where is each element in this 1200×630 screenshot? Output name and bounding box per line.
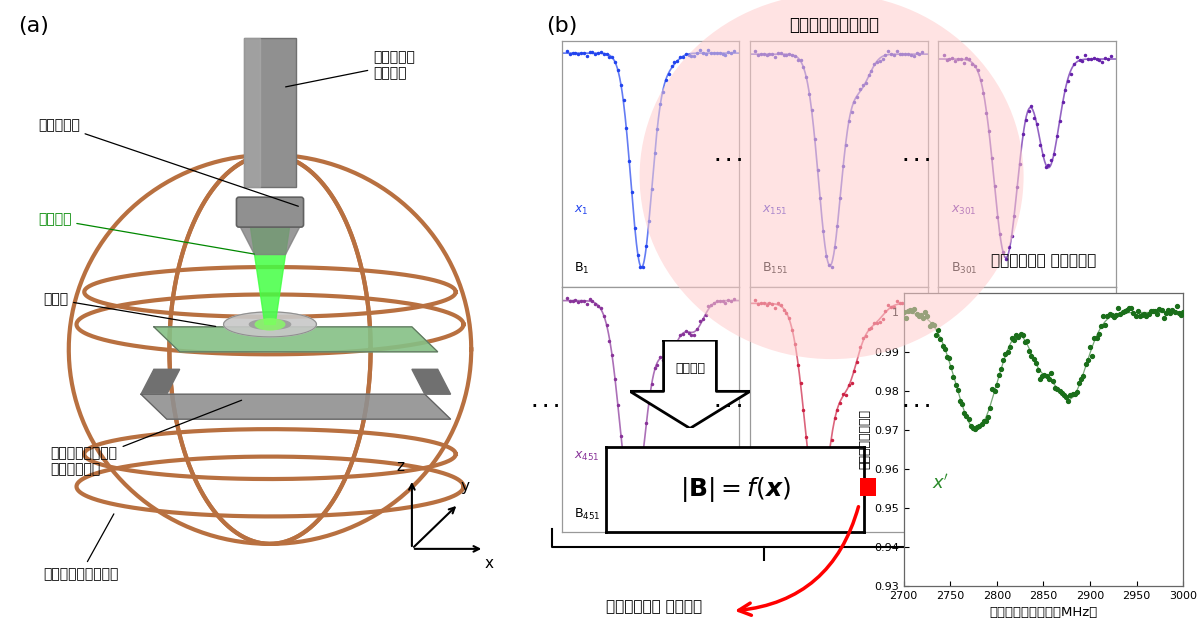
Polygon shape	[142, 369, 180, 394]
FancyArrowPatch shape	[739, 507, 858, 616]
Text: 機械学習: 機械学習	[674, 362, 706, 375]
Ellipse shape	[254, 318, 286, 331]
Y-axis label: 発光コントラスト: 発光コントラスト	[858, 410, 871, 469]
Text: $\mathrm{B}_{301}$: $\mathrm{B}_{301}$	[950, 261, 977, 276]
Text: 入力データ： スペクトル: 入力データ： スペクトル	[991, 253, 1097, 268]
Polygon shape	[142, 394, 451, 419]
X-axis label: マイクロ波周波数（MHz）: マイクロ波周波数（MHz）	[989, 606, 1098, 619]
Text: $x_{601}$: $x_{601}$	[762, 450, 788, 463]
Text: $x_1$: $x_1$	[574, 204, 588, 217]
Polygon shape	[239, 225, 301, 255]
Text: · · ·: · · ·	[533, 399, 559, 414]
Text: $\mathrm{B}_1$: $\mathrm{B}_1$	[574, 261, 589, 276]
FancyBboxPatch shape	[245, 38, 296, 187]
Text: · · ·: · · ·	[715, 399, 742, 414]
Text: y: y	[461, 479, 470, 494]
Text: ヘルムホルツコイル: ヘルムホルツコイル	[43, 514, 119, 581]
Text: $x_{451}$: $x_{451}$	[574, 450, 600, 463]
Ellipse shape	[640, 0, 1024, 359]
Text: · · ·: · · ·	[715, 153, 742, 168]
Text: $\mathrm{B}_{151}$: $\mathrm{B}_{151}$	[762, 261, 788, 276]
Text: ナノダイヤモンド
カバーガラス: ナノダイヤモンド カバーガラス	[50, 400, 241, 477]
Polygon shape	[154, 327, 438, 352]
Text: $x'$: $x'$	[931, 473, 949, 492]
Polygon shape	[245, 38, 259, 187]
Polygon shape	[250, 319, 290, 329]
Text: z: z	[396, 459, 404, 474]
Polygon shape	[412, 369, 451, 394]
Text: $\mathrm{B}_{751}$: $\mathrm{B}_{751}$	[950, 507, 977, 522]
Polygon shape	[250, 220, 290, 324]
Text: (a): (a)	[18, 16, 49, 36]
Text: $\mathrm{B}_{601}$: $\mathrm{B}_{601}$	[762, 507, 788, 522]
Text: · · ·: · · ·	[904, 153, 930, 168]
Text: トレーニングデータ: トレーニングデータ	[790, 16, 878, 34]
Text: $|\mathbf{B}| = f(\boldsymbol{x})$: $|\mathbf{B}| = f(\boldsymbol{x})$	[679, 475, 791, 505]
Text: $x_{751}$: $x_{751}$	[950, 450, 977, 463]
Text: レーザー: レーザー	[37, 213, 254, 254]
Text: $x_{151}$: $x_{151}$	[762, 204, 788, 217]
Text: 出力データ： 磁場強度: 出力データ： 磁場強度	[606, 599, 702, 614]
Text: x: x	[485, 556, 494, 571]
Text: $\mathrm{B}_{451}$: $\mathrm{B}_{451}$	[574, 507, 600, 522]
FancyBboxPatch shape	[236, 197, 304, 227]
Text: $x_{301}$: $x_{301}$	[950, 204, 977, 217]
Polygon shape	[630, 340, 750, 428]
Text: · · ·: · · ·	[904, 399, 930, 414]
Bar	[860, 478, 876, 496]
Polygon shape	[223, 312, 317, 337]
Text: (b): (b)	[546, 16, 577, 36]
Text: マイクロ波
アンテナ: マイクロ波 アンテナ	[286, 50, 415, 87]
Text: 対物レンズ: 対物レンズ	[37, 118, 299, 206]
Text: テープ: テープ	[43, 292, 216, 326]
